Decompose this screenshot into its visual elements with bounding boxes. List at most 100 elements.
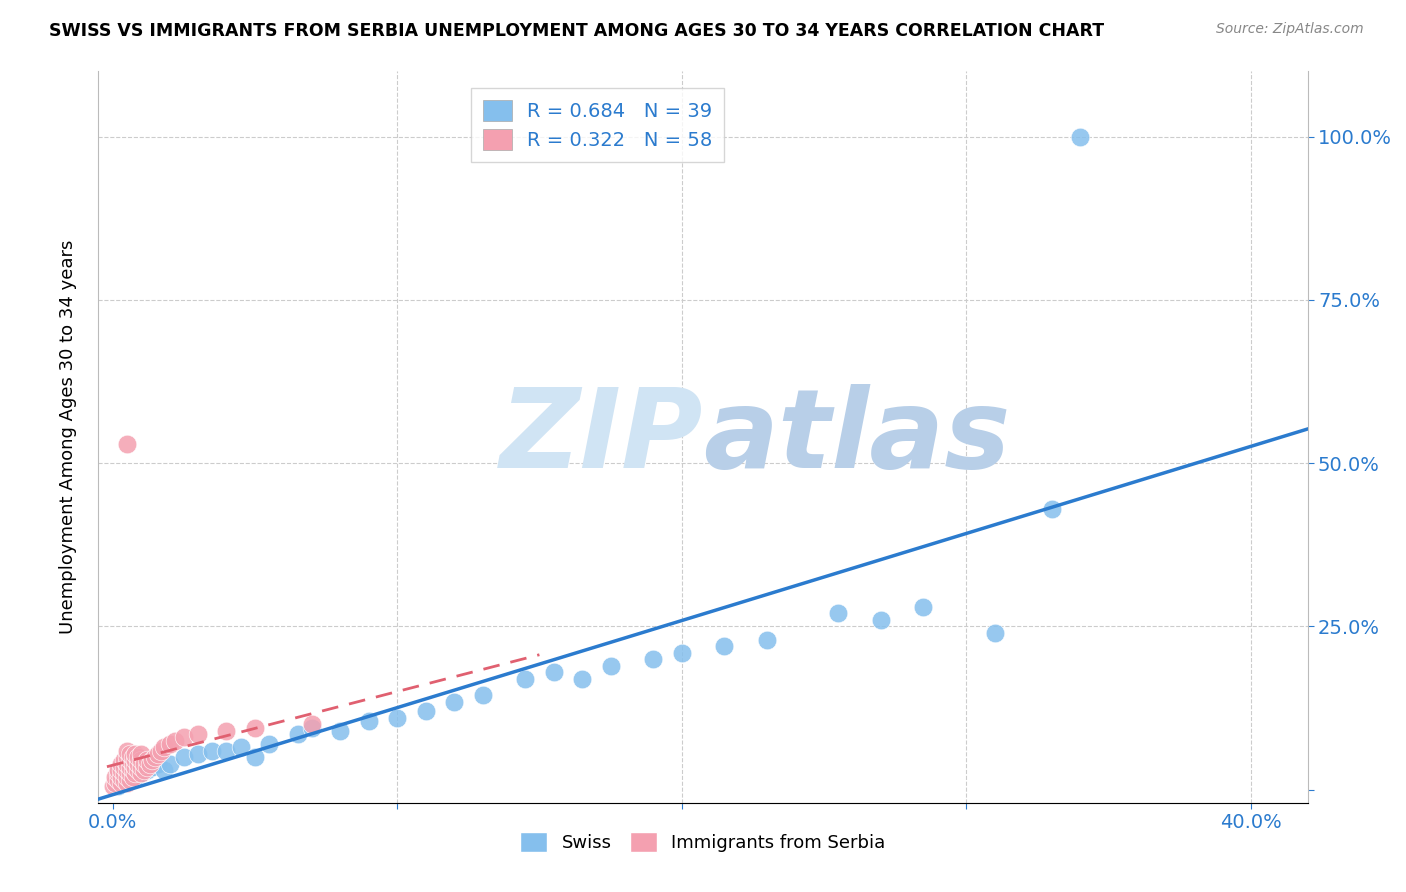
- Point: [146, 756, 169, 771]
- Point: [329, 723, 352, 738]
- Point: [118, 772, 141, 787]
- Point: [713, 639, 735, 653]
- Point: [357, 714, 380, 728]
- Point: [983, 626, 1005, 640]
- Point: [135, 753, 157, 767]
- Point: [229, 740, 252, 755]
- Point: [129, 766, 152, 780]
- Point: [153, 740, 176, 755]
- Point: [127, 750, 149, 764]
- Point: [118, 766, 141, 780]
- Point: [115, 743, 138, 757]
- Point: [443, 695, 465, 709]
- Point: [471, 688, 494, 702]
- Point: [385, 711, 408, 725]
- Point: [121, 770, 143, 784]
- Point: [173, 750, 195, 764]
- Point: [112, 766, 135, 780]
- Point: [243, 750, 266, 764]
- Point: [257, 737, 280, 751]
- Point: [112, 772, 135, 787]
- Point: [118, 747, 141, 761]
- Text: atlas: atlas: [703, 384, 1011, 491]
- Point: [671, 646, 693, 660]
- Point: [187, 727, 209, 741]
- Point: [115, 750, 138, 764]
- Point: [150, 743, 173, 757]
- Point: [415, 705, 437, 719]
- Point: [124, 747, 146, 761]
- Point: [110, 756, 132, 771]
- Point: [104, 776, 127, 790]
- Point: [129, 753, 152, 767]
- Point: [756, 632, 779, 647]
- Point: [138, 756, 160, 771]
- Point: [515, 672, 537, 686]
- Point: [159, 756, 181, 771]
- Point: [115, 756, 138, 771]
- Point: [912, 599, 935, 614]
- Point: [543, 665, 565, 680]
- Point: [110, 770, 132, 784]
- Point: [107, 772, 129, 787]
- Point: [110, 763, 132, 777]
- Point: [571, 672, 593, 686]
- Point: [124, 766, 146, 780]
- Point: [121, 750, 143, 764]
- Point: [107, 780, 129, 794]
- Point: [104, 770, 127, 784]
- Point: [112, 760, 135, 774]
- Point: [1069, 129, 1091, 144]
- Point: [215, 743, 238, 757]
- Point: [115, 770, 138, 784]
- Point: [127, 763, 149, 777]
- Point: [187, 747, 209, 761]
- Point: [141, 753, 163, 767]
- Point: [1040, 502, 1063, 516]
- Point: [118, 772, 141, 787]
- Point: [115, 436, 138, 450]
- Point: [129, 747, 152, 761]
- Text: Source: ZipAtlas.com: Source: ZipAtlas.com: [1216, 22, 1364, 37]
- Point: [287, 727, 309, 741]
- Point: [827, 607, 849, 621]
- Point: [118, 753, 141, 767]
- Point: [129, 766, 152, 780]
- Point: [143, 750, 166, 764]
- Point: [643, 652, 665, 666]
- Point: [124, 770, 146, 784]
- Y-axis label: Unemployment Among Ages 30 to 34 years: Unemployment Among Ages 30 to 34 years: [59, 240, 77, 634]
- Point: [107, 763, 129, 777]
- Point: [118, 760, 141, 774]
- Point: [141, 760, 163, 774]
- Point: [135, 763, 157, 777]
- Point: [121, 756, 143, 771]
- Point: [101, 780, 124, 794]
- Point: [599, 658, 621, 673]
- Point: [127, 756, 149, 771]
- Point: [110, 776, 132, 790]
- Point: [132, 763, 155, 777]
- Point: [159, 737, 181, 751]
- Text: SWISS VS IMMIGRANTS FROM SERBIA UNEMPLOYMENT AMONG AGES 30 TO 34 YEARS CORRELATI: SWISS VS IMMIGRANTS FROM SERBIA UNEMPLOY…: [49, 22, 1104, 40]
- Point: [107, 766, 129, 780]
- Point: [124, 760, 146, 774]
- Point: [173, 731, 195, 745]
- Point: [869, 613, 891, 627]
- Point: [215, 723, 238, 738]
- Point: [129, 760, 152, 774]
- Point: [301, 717, 323, 731]
- Point: [115, 776, 138, 790]
- Point: [112, 776, 135, 790]
- Point: [146, 747, 169, 761]
- Point: [135, 760, 157, 774]
- Point: [121, 763, 143, 777]
- Point: [132, 756, 155, 771]
- Point: [115, 763, 138, 777]
- Point: [165, 733, 187, 747]
- Point: [301, 721, 323, 735]
- Point: [201, 743, 224, 757]
- Point: [124, 753, 146, 767]
- Legend: Swiss, Immigrants from Serbia: Swiss, Immigrants from Serbia: [513, 825, 893, 860]
- Point: [153, 763, 176, 777]
